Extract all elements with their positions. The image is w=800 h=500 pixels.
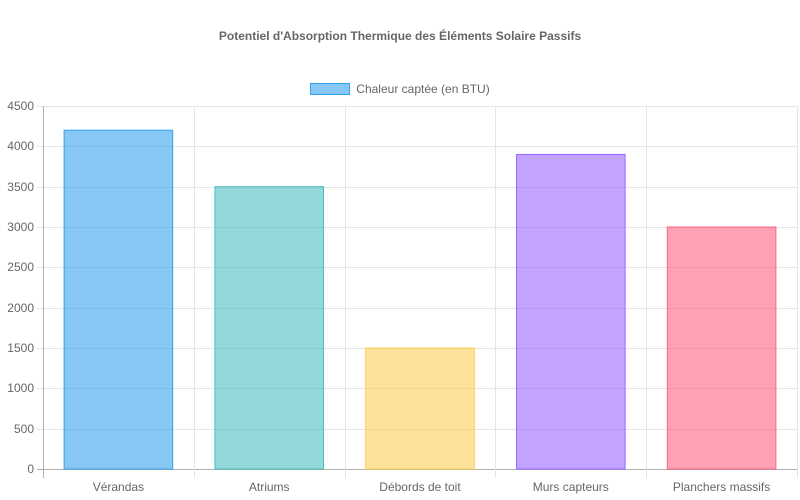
x-tick-label: Vérandas bbox=[92, 480, 145, 494]
x-tick-label: Planchers massifs bbox=[672, 480, 771, 494]
y-tick-label: 2500 bbox=[7, 260, 34, 275]
y-tick-label: 1500 bbox=[7, 341, 34, 355]
x-tick-label: Murs capteurs bbox=[532, 480, 609, 494]
x-tick-label: Atriums bbox=[248, 480, 290, 494]
legend-label: Chaleur captée (en BTU) bbox=[356, 82, 490, 96]
bar-3[interactable] bbox=[516, 153, 626, 470]
x-tick-label: Débords de toit bbox=[379, 480, 461, 494]
bar-0[interactable] bbox=[63, 129, 174, 470]
legend-swatch bbox=[310, 83, 351, 95]
y-tick-label: 4000 bbox=[7, 139, 34, 154]
bar-1[interactable] bbox=[214, 186, 324, 470]
y-tick-label: 2000 bbox=[7, 300, 34, 315]
chart-title: Potentiel d'Absorption Thermique des Élé… bbox=[218, 29, 582, 43]
y-tick-label: 500 bbox=[13, 421, 34, 436]
bar-2[interactable] bbox=[365, 347, 475, 470]
y-tick-label: 1000 bbox=[7, 381, 34, 396]
y-tick-label: 3500 bbox=[7, 179, 34, 194]
legend[interactable]: Chaleur captée (en BTU) bbox=[0, 82, 800, 96]
y-tick-label: 3000 bbox=[7, 220, 34, 234]
y-tick-label: 0 bbox=[27, 462, 34, 476]
y-tick-label: 4500 bbox=[7, 99, 34, 113]
bar-4[interactable] bbox=[666, 226, 777, 470]
